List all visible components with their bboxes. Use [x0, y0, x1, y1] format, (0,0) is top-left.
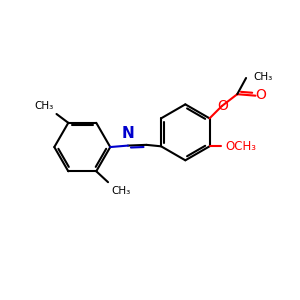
Text: CH₃: CH₃ — [34, 101, 54, 111]
Text: CH₃: CH₃ — [111, 186, 130, 196]
Text: O: O — [255, 88, 266, 102]
Text: OCH₃: OCH₃ — [226, 140, 257, 153]
Text: O: O — [217, 99, 228, 113]
Text: N: N — [122, 126, 135, 141]
Text: CH₃: CH₃ — [254, 71, 273, 82]
